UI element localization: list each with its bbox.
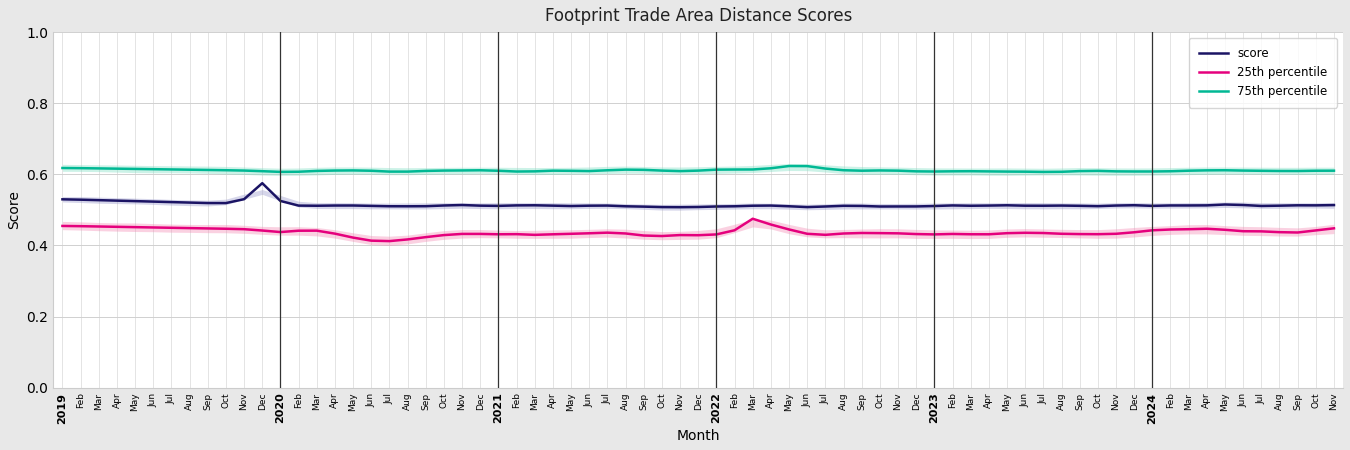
25th percentile — [1235, 229, 1251, 234]
score — [1235, 202, 1251, 208]
25th percentile — [54, 223, 70, 229]
25th percentile — [236, 226, 252, 232]
Line: 25th percentile: 25th percentile — [62, 219, 1334, 241]
score — [853, 203, 869, 209]
score — [1289, 202, 1305, 208]
25th percentile — [745, 216, 761, 221]
Line: 75th percentile: 75th percentile — [62, 166, 1334, 172]
Legend: score, 25th percentile, 75th percentile: score, 25th percentile, 75th percentile — [1189, 38, 1336, 108]
75th percentile — [236, 168, 252, 173]
Y-axis label: Score: Score — [7, 190, 22, 230]
score — [90, 198, 107, 203]
X-axis label: Month: Month — [676, 429, 720, 443]
25th percentile — [1289, 230, 1305, 235]
75th percentile — [780, 163, 796, 169]
75th percentile — [54, 165, 70, 171]
25th percentile — [1326, 225, 1342, 231]
score — [54, 197, 70, 202]
75th percentile — [836, 167, 852, 173]
75th percentile — [1289, 168, 1305, 174]
score — [709, 204, 725, 209]
score — [254, 180, 270, 186]
score — [1326, 202, 1342, 208]
75th percentile — [1326, 168, 1342, 173]
score — [672, 204, 688, 210]
25th percentile — [381, 238, 397, 244]
Title: Footprint Trade Area Distance Scores: Footprint Trade Area Distance Scores — [544, 7, 852, 25]
75th percentile — [90, 166, 107, 171]
25th percentile — [853, 230, 869, 236]
75th percentile — [1035, 169, 1052, 175]
Line: score: score — [62, 183, 1334, 207]
score — [236, 197, 252, 202]
75th percentile — [672, 168, 688, 174]
75th percentile — [1235, 168, 1251, 173]
25th percentile — [690, 233, 706, 238]
25th percentile — [90, 224, 107, 229]
